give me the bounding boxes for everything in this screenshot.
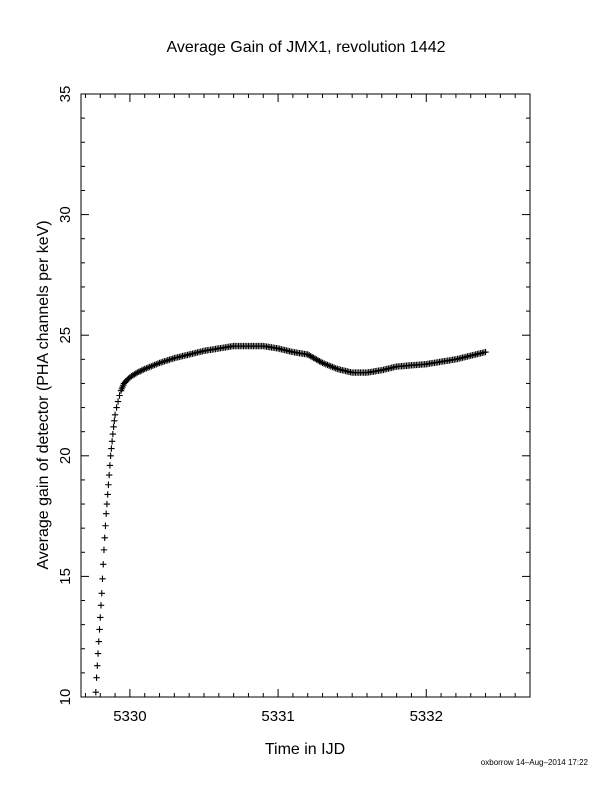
footer-credit: oxborrow 14–Aug–2014 17:22: [480, 758, 588, 767]
y-tick-label: 15: [57, 568, 74, 585]
data-point: [97, 602, 105, 609]
data-point: [138, 367, 145, 374]
data-point: [135, 368, 142, 376]
data-point: [108, 438, 116, 445]
data-point: [94, 662, 101, 669]
data-point: [105, 481, 112, 488]
data-point: [108, 445, 115, 452]
x-tick-label: 5331: [261, 708, 294, 725]
x-tick-label: 5332: [410, 708, 443, 725]
data-point: [111, 417, 118, 425]
data-point: [94, 650, 102, 657]
data-point: [134, 369, 141, 376]
data-point: [110, 423, 117, 431]
data-point: [97, 614, 104, 621]
y-tick-label: 10: [57, 689, 74, 706]
data-point: [96, 626, 103, 633]
data-point: [99, 575, 106, 583]
y-tick-label: 35: [57, 86, 74, 103]
x-tick-labels: 5330 5331 5332: [113, 708, 443, 725]
data-point: [102, 522, 109, 529]
plot-frame: [80, 93, 531, 698]
data-point: [482, 348, 489, 356]
x-axis-label: Time in IJD: [265, 741, 345, 758]
data-point: [95, 638, 102, 645]
data-point: [140, 366, 147, 373]
data-point: [114, 398, 122, 405]
data-point: [137, 367, 144, 375]
data-point: [109, 430, 117, 438]
data-point: [92, 688, 100, 696]
data-points: [92, 342, 489, 696]
data-point: [101, 534, 108, 542]
data-point: [111, 411, 119, 418]
y-axis-label: Average gain of detector (PHA channels p…: [35, 220, 52, 569]
data-point: [106, 462, 114, 469]
data-point: [93, 674, 100, 681]
x-tick-label: 5330: [113, 708, 146, 725]
tick-marks: [81, 93, 531, 698]
data-point: [105, 471, 113, 479]
data-point: [317, 358, 325, 366]
data-point: [100, 561, 107, 568]
data-point: [104, 491, 111, 498]
data-point: [98, 590, 105, 597]
data-point: [100, 546, 108, 554]
data-point: [116, 392, 123, 399]
y-tick-labels: 10 15 20 25 30 35: [57, 86, 74, 706]
data-point: [103, 500, 111, 508]
y-tick-label: 20: [57, 447, 74, 464]
data-point: [102, 510, 110, 517]
data-point: [107, 452, 114, 459]
y-tick-label: 25: [57, 327, 74, 344]
chart-title: Average Gain of JMX1, revolution 1442: [167, 39, 446, 56]
data-point: [113, 404, 120, 411]
y-tick-label: 30: [57, 206, 74, 223]
